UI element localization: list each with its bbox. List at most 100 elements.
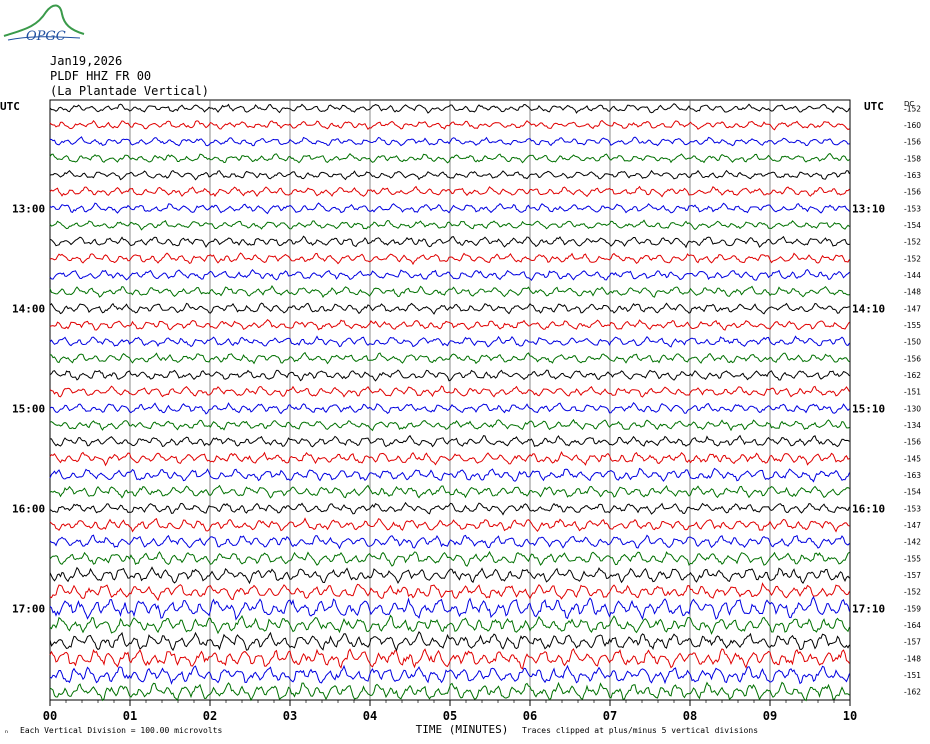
dc-offset-label: -151: [904, 671, 921, 680]
left-hour-label: 15:00: [12, 402, 45, 415]
dc-offset-label: -154: [904, 488, 921, 497]
trace-line: [49, 219, 850, 231]
right-utc-label: UTC: [864, 100, 884, 113]
scale-note: Each Vertical Division = 100.00 microvol…: [20, 726, 223, 735]
dc-offset-label: -130: [904, 404, 921, 413]
dc-offset-label: -162: [904, 371, 921, 380]
trace-line: [49, 385, 850, 398]
left-hour-label: 13:00: [12, 202, 45, 215]
trace-line: [49, 152, 850, 164]
trace-line: [49, 550, 850, 567]
dc-offset-label: -163: [904, 471, 921, 480]
x-tick-label: 05: [443, 709, 457, 723]
dc-offset-label: -152: [904, 238, 921, 247]
trace-line: [49, 648, 850, 670]
dc-offset-label: -151: [904, 388, 921, 397]
dc-offset-label: -157: [904, 571, 921, 580]
dc-offset-label: -164: [904, 621, 921, 630]
right-hour-label: 17:10: [852, 602, 885, 615]
dc-offset-label: -147: [904, 304, 921, 313]
left-utc-label: UTC: [0, 100, 20, 113]
trace-line: [49, 335, 850, 348]
trace-line: [49, 401, 850, 415]
x-tick-label: 09: [763, 709, 777, 723]
x-tick-label: 08: [683, 709, 697, 723]
trace-line: [49, 614, 850, 635]
trace-line: [49, 302, 850, 315]
logo-swoosh-shadow: [7, 36, 81, 41]
dc-offset-label: -154: [904, 221, 921, 230]
trace-line: [49, 284, 850, 299]
trace-line: [49, 451, 850, 467]
left-hour-label: 14:00: [12, 302, 45, 315]
trace-line: [49, 681, 850, 702]
dc-offset-label: -148: [904, 288, 921, 297]
trace-line: [49, 202, 850, 215]
dc-offset-label: -160: [904, 121, 921, 130]
trace-line: [49, 169, 850, 181]
dc-offset-label: -153: [904, 504, 921, 513]
logo-text: OPGC: [26, 29, 66, 44]
dc-offset-label: -156: [904, 438, 921, 447]
dc-offset-label: -155: [904, 321, 921, 330]
dc-offset-label: -153: [904, 204, 921, 213]
header-location: (La Plantade Vertical): [50, 84, 209, 98]
trace-line: [49, 235, 850, 249]
dc-offset-label: -159: [904, 604, 921, 613]
dc-offset-label: -162: [904, 688, 921, 697]
dc-offset-label: -150: [904, 338, 921, 347]
footer-mark: ₙ: [4, 726, 9, 735]
trace-line: [49, 351, 850, 365]
dc-offset-label: -144: [904, 271, 921, 280]
dc-offset-label: -156: [904, 354, 921, 363]
dc-offset-label: -142: [904, 538, 921, 547]
dc-header-label: DC: [904, 100, 914, 108]
dc-offset-label: -155: [904, 554, 921, 563]
right-hour-label: 16:10: [852, 502, 885, 515]
dc-offset-label: -152: [904, 588, 921, 597]
x-tick-label: 07: [603, 709, 617, 723]
trace-line: [50, 434, 850, 448]
trace-line: [49, 418, 850, 432]
trace-line: [49, 501, 850, 516]
right-hour-label: 14:10: [852, 302, 885, 315]
dc-offset-label: -147: [904, 521, 921, 530]
dc-offset-label: -145: [904, 454, 921, 463]
clip-note: Traces clipped at plus/minus 5 vertical …: [522, 726, 759, 735]
x-tick-label: 03: [283, 709, 297, 723]
dc-offset-label: -134: [904, 421, 921, 430]
trace-line: [49, 185, 850, 198]
dc-offset-label: -156: [904, 188, 921, 197]
x-tick-label: 02: [203, 709, 217, 723]
trace-line: [49, 517, 850, 533]
trace-line: [49, 484, 850, 499]
trace-line: [49, 319, 850, 331]
trace-line: [49, 566, 850, 585]
dc-offset-label: -152: [904, 254, 921, 263]
trace-line: [49, 534, 850, 550]
x-tick-label: 10: [843, 709, 857, 723]
logo-swoosh: [3, 4, 85, 37]
trace-line: [49, 103, 850, 114]
x-tick-label: 01: [123, 709, 137, 723]
x-tick-label: 04: [363, 709, 377, 723]
header-station: PLDF HHZ FR 00: [50, 69, 152, 83]
trace-line: [49, 369, 850, 382]
trace-line: [49, 268, 850, 281]
x-tick-label: 06: [523, 709, 537, 723]
trace-line: [49, 467, 850, 483]
opgc-logo: OPGC: [3, 4, 85, 44]
dc-offset-label: -156: [904, 138, 921, 147]
trace-line: [49, 664, 850, 685]
dc-offset-label: -148: [904, 654, 921, 663]
left-hour-label: 17:00: [12, 602, 45, 615]
trace-line: [49, 631, 850, 652]
trace-line: [49, 596, 850, 621]
trace-line: [49, 252, 850, 266]
dc-offset-label: -157: [904, 638, 921, 647]
dc-offset-label: -163: [904, 171, 921, 180]
trace-line: [49, 136, 850, 147]
trace-line: [49, 119, 850, 131]
dc-offset-label: -152: [904, 104, 921, 113]
